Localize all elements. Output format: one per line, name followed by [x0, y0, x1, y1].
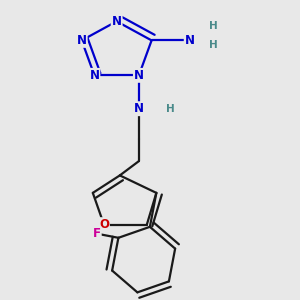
- Text: N: N: [134, 102, 144, 115]
- Text: N: N: [112, 15, 122, 28]
- Text: F: F: [93, 227, 101, 240]
- Text: N: N: [134, 69, 144, 82]
- Text: H: H: [209, 40, 218, 50]
- Text: N: N: [89, 69, 99, 82]
- Text: H: H: [166, 104, 175, 114]
- Text: H: H: [209, 21, 218, 31]
- Text: N: N: [77, 34, 87, 47]
- Text: N: N: [185, 34, 195, 47]
- Text: O: O: [99, 218, 109, 231]
